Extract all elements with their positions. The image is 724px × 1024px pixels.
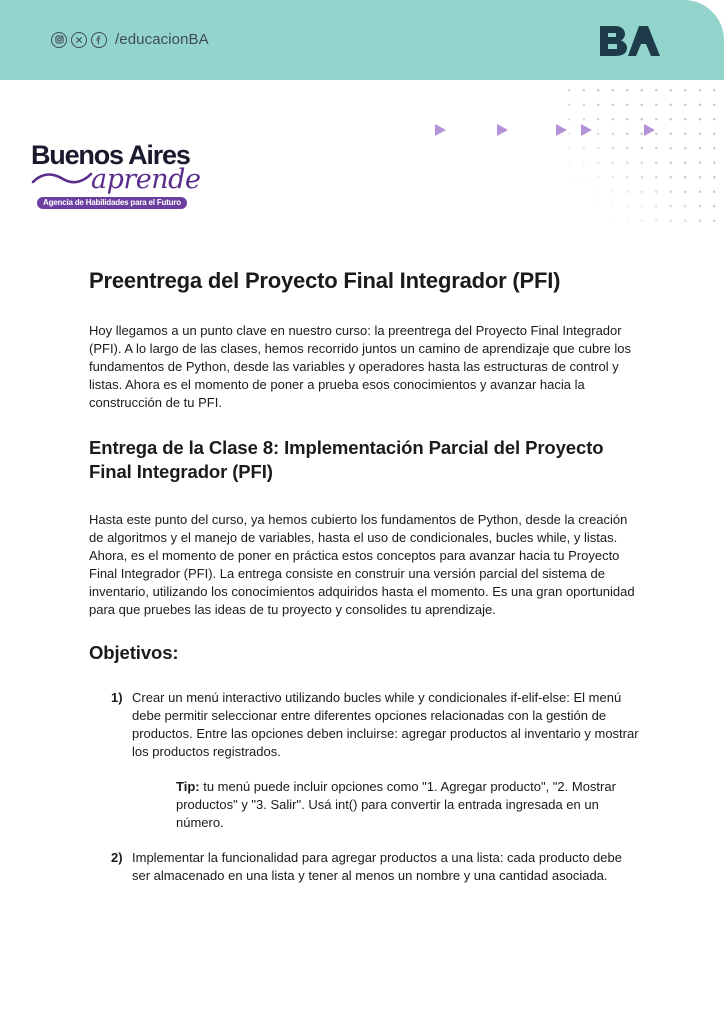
buenos-aires-aprende-logo: Buenos Aires aprende Agencia de Habilida… <box>31 140 231 210</box>
tip-text: tu menú puede incluir opciones como "1. … <box>176 779 616 830</box>
logo-tagline: Agencia de Habilidades para el Futuro <box>37 197 187 209</box>
logo-line2: aprende <box>91 164 201 195</box>
page-header: /educacionBA <box>0 0 724 80</box>
arrow-decoration <box>556 124 567 136</box>
tip-note: Tip: tu menú puede incluir opciones como… <box>176 778 636 832</box>
facebook-icon[interactable] <box>91 31 107 48</box>
section-title: Entrega de la Clase 8: Implementación Pa… <box>89 437 604 482</box>
instagram-icon[interactable] <box>51 31 67 48</box>
intro-paragraph: Hoy llegamos a un punto clave en nuestro… <box>89 323 631 410</box>
arrow-decoration <box>644 124 655 136</box>
objectives-title: Objetivos: <box>89 642 179 663</box>
dot-pattern <box>562 83 722 223</box>
arrow-decoration <box>497 124 508 136</box>
page-title: Preentrega del Proyecto Final Integrador… <box>89 268 561 293</box>
social-handle[interactable]: /educacionBA <box>115 31 209 48</box>
list-item-number: 2) <box>111 850 123 865</box>
ba-logo <box>600 26 660 56</box>
social-links: /educacionBA <box>51 31 209 48</box>
section-paragraph: Hasta este punto del curso, ya hemos cub… <box>89 512 635 617</box>
list-item-number: 1) <box>111 690 123 705</box>
arrow-decoration <box>435 124 446 136</box>
tip-label: Tip: <box>176 779 200 794</box>
arrow-decoration <box>581 124 592 136</box>
list-item-text: Crear un menú interactivo utilizando buc… <box>132 690 639 759</box>
logo-line1: Buenos Aires <box>31 140 191 170</box>
x-icon[interactable] <box>71 31 87 48</box>
list-item-text: Implementar la funcionalidad para agrega… <box>132 850 622 883</box>
logo-swoosh <box>31 172 93 184</box>
